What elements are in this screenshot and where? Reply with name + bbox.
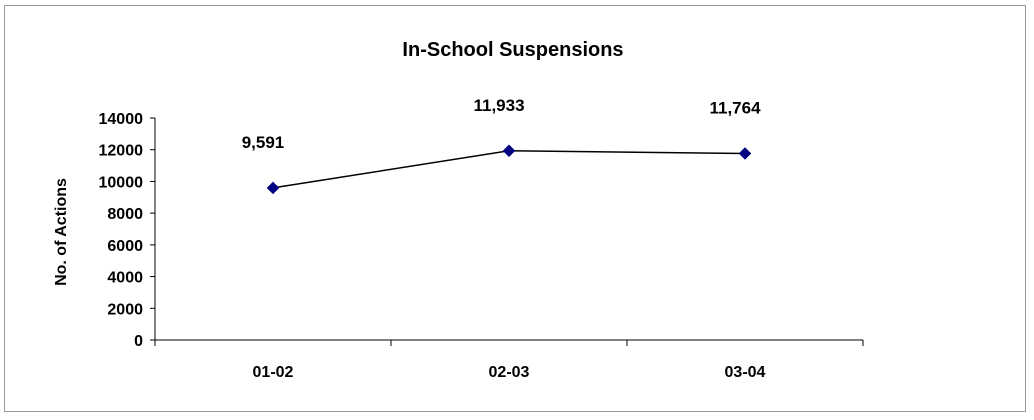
data-point-marker (266, 181, 280, 195)
x-tick-label: 02-03 (489, 364, 530, 381)
x-axis-ticks: 01-02 02-03 03-04 (154, 340, 864, 381)
data-label: 11,933 (473, 96, 524, 115)
axes (154, 118, 863, 341)
x-tick-label: 01-02 (253, 364, 294, 381)
y-axis-label: No. of Actions (53, 178, 70, 286)
y-tick-label: 14000 (99, 111, 144, 128)
data-label: 11,764 (709, 98, 761, 117)
y-axis-ticks: 0 2000 4000 6000 8000 10000 12000 14000 (99, 111, 155, 350)
series (266, 144, 752, 195)
y-tick-label: 2000 (107, 301, 143, 318)
y-tick-label: 10000 (99, 174, 144, 191)
y-tick-label: 4000 (107, 270, 143, 287)
y-tick-label: 8000 (107, 206, 143, 223)
data-labels: 9,591 11,933 11,764 (242, 96, 761, 152)
y-tick-label: 0 (134, 333, 143, 350)
chart-title: In-School Suspensions (402, 39, 623, 61)
data-point-marker (502, 144, 516, 158)
x-tick-label: 03-04 (725, 364, 766, 381)
y-tick-label: 12000 (99, 143, 144, 160)
y-tick-label: 6000 (107, 238, 143, 255)
line-chart: In-School Suspensions No. of Actions 0 20… (53, 39, 864, 381)
data-point-marker (738, 147, 752, 160)
chart-frame: In-School Suspensions No. of Actions 0 20… (4, 5, 1026, 412)
data-label: 9,591 (242, 133, 285, 152)
